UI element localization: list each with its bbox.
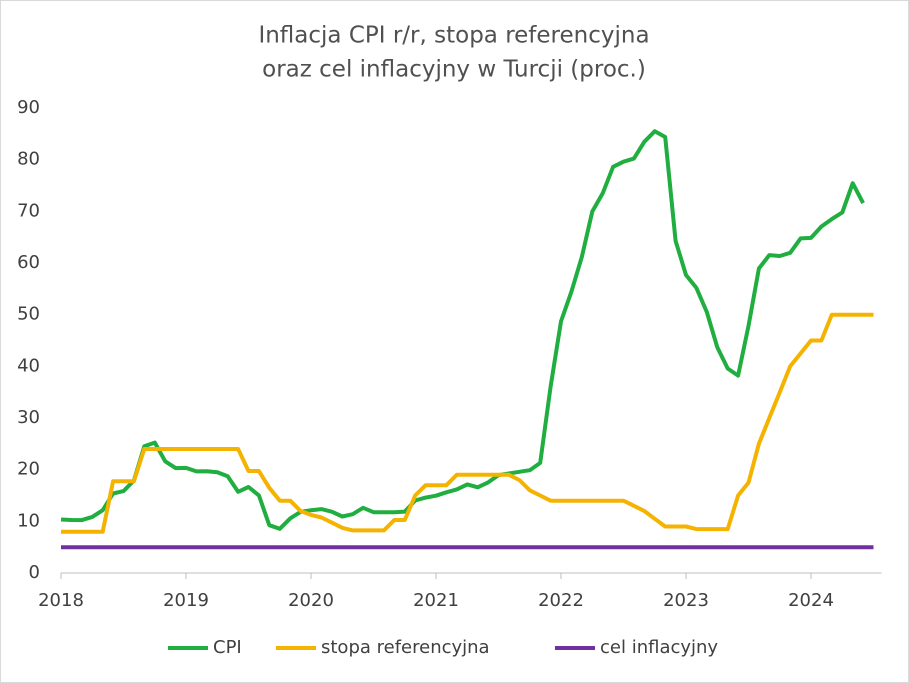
y-tick-label: 50 (17, 304, 40, 325)
x-tick-label: 2021 (413, 590, 459, 611)
y-tick-label: 80 (17, 149, 40, 170)
y-tick-label: 30 (17, 407, 40, 428)
x-tick-label: 2020 (288, 590, 334, 611)
legend-label: CPI (213, 637, 242, 658)
chart-title: Inflacja CPI r/r, stopa referencyjna (258, 23, 649, 49)
x-tick-label: 2019 (163, 590, 209, 611)
y-tick-label: 90 (17, 97, 40, 118)
y-tick-label: 20 (17, 459, 40, 480)
chart-title: oraz cel inflacyjny w Turcji (proc.) (262, 57, 646, 83)
series-line (61, 312, 874, 534)
y-tick-label: 0 (29, 562, 40, 583)
legend-label: stopa referencyjna (321, 637, 490, 658)
x-tick-label: 2024 (788, 590, 834, 611)
legend-label: cel inflacyjny (600, 637, 718, 658)
y-tick-label: 70 (17, 200, 40, 221)
y-tick-label: 40 (17, 355, 40, 376)
y-tick-label: 10 (17, 510, 40, 531)
x-tick-label: 2018 (38, 590, 84, 611)
y-tick-label: 60 (17, 252, 40, 273)
x-tick-label: 2023 (663, 590, 709, 611)
x-tick-label: 2022 (538, 590, 584, 611)
series-line (60, 129, 865, 531)
